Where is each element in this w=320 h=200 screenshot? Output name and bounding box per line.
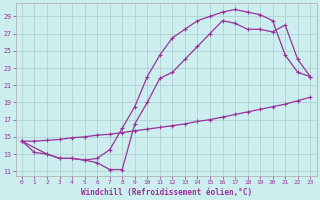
X-axis label: Windchill (Refroidissement éolien,°C): Windchill (Refroidissement éolien,°C) <box>81 188 252 197</box>
